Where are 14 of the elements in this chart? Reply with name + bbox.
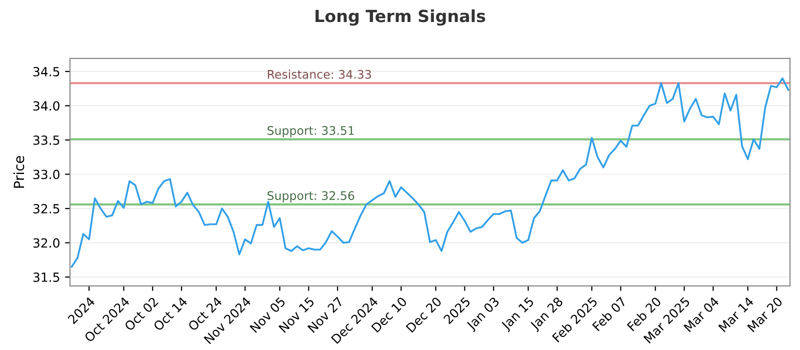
y-tick-label: 31.5 (33, 272, 60, 282)
ref-line-label: Resistance: 34.33 (268, 70, 371, 79)
y-axis-title: Price (13, 156, 24, 188)
x-tick-label: Dec 20 (406, 296, 442, 333)
y-tick-label: 32.0 (33, 238, 60, 248)
ref-line-label: Support: 33.51 (268, 126, 354, 138)
y-tick-label: 33.0 (33, 170, 60, 180)
line-series (70, 77, 790, 268)
y-tick-label: 33.5 (33, 135, 60, 145)
y-tick-label: 32.5 (33, 204, 60, 214)
y-tick-label: 34.5 (33, 66, 60, 76)
chart-title: Long Term Signals (316, 9, 486, 26)
y-tick-label: 34.0 (33, 101, 60, 111)
ref-line-label: Support: 32.56 (268, 191, 354, 202)
